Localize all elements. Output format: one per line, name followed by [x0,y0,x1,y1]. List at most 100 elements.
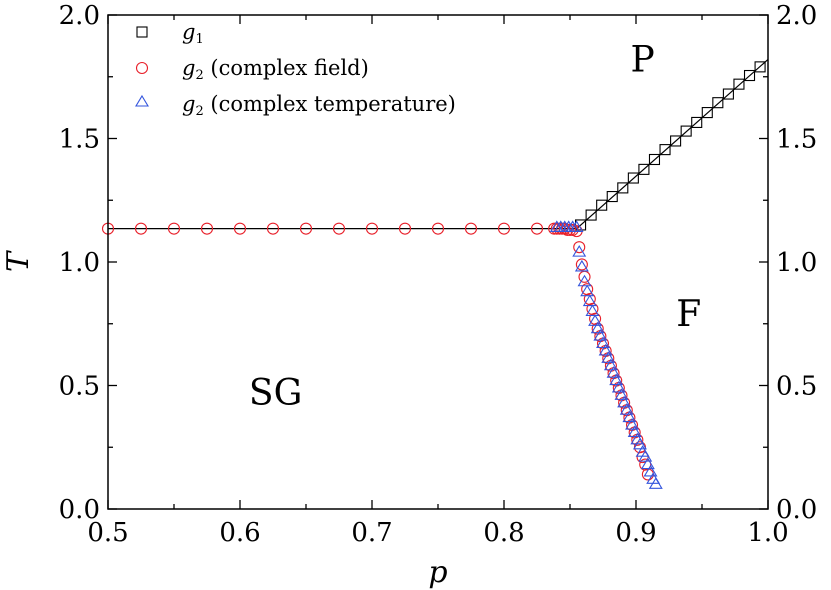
data-point-g1 [648,153,661,166]
region-label-p: P [630,39,654,80]
data-point-g2-temperature [601,351,616,363]
data-point-g2-temperature [598,343,613,356]
x-axis-title: p [428,555,447,590]
legend-g2-field-suffix: (complex field) [204,56,369,80]
y-tick-label-left: 0.0 [59,495,100,525]
data-point-g2-temperature [574,259,589,272]
x-tick-label: 0.5 [87,518,128,548]
data-point-g1 [627,172,639,184]
y-tick-label-right: 0.5 [776,372,817,402]
ticks [107,14,769,510]
data-point-g2-temperature [596,336,610,349]
legend-entry-g1: g1 [182,20,204,47]
legend-g1-sub: 1 [195,32,203,47]
data-point-g2-temperature [625,417,640,430]
data-point-g1 [670,135,682,147]
data-point-g2-field [200,222,214,235]
data-point-g1 [722,88,734,100]
data-point-g2-field [573,241,586,254]
data-point-g1 [691,116,703,128]
y-tick-label-right: 1.5 [776,125,817,155]
data-point-g2-field [398,222,412,235]
x-tick-label: 0.9 [615,518,656,548]
data-point-g2-temperature [648,477,663,489]
data-point-g1 [680,125,692,137]
data-point-g2-temperature [638,450,653,462]
data-point-g2-temperature [588,314,603,326]
data-point-g2-field [167,222,181,235]
x-tick-label: 0.8 [483,518,524,548]
data-point-g2-field [636,451,649,464]
legend-g1-main: g [182,20,195,44]
data-point-g2-field [134,222,148,235]
y-tick-label-left: 1.0 [59,248,100,278]
data-point-g1 [659,144,671,156]
data-point-g2-temperature [614,388,629,400]
data-point-g1 [606,190,618,203]
data-point-g2-field [233,222,247,235]
data-point-g2-temperature [619,403,634,415]
data-point-g2-temperature [572,245,587,257]
data-point-g2-temperature [593,329,608,341]
data-point-g2-temperature [577,274,592,287]
region-label-sg: SG [249,373,302,414]
data-point-g1 [743,69,756,82]
data-point-g1 [733,78,745,90]
legend-marker-square [136,26,148,38]
data-point-g2-temperature [603,358,618,371]
legend-g2-temp-main: g [182,92,195,116]
data-point-g1 [712,97,724,109]
data-point-g2-field [497,222,511,235]
y-tick-label-right: 0.0 [776,495,817,525]
data-point-g2-field [266,222,280,235]
data-point-g2-field [575,258,588,271]
data-point-g2-temperature [582,294,597,307]
y-tick-label-right: 2.0 [776,1,817,31]
data-point-g2-field [464,222,478,235]
data-point-g2-temperature [609,373,624,386]
data-point-g2-field [431,222,445,235]
data-point-g2-temperature [580,284,595,297]
y-tick-label-left: 2.0 [59,1,100,31]
data-point-g2-temperature [590,321,605,334]
legend-g2-field-sub: 2 [195,68,203,83]
data-point-g1 [617,182,629,194]
y-tick-label-left: 0.5 [59,372,100,402]
data-point-g2-temperature [606,366,621,378]
plot-area-frame [107,14,769,510]
data-point-g2-temperature [632,437,647,450]
legend-g2-temp-sub: 2 [195,104,203,119]
data-point-g2-field [365,222,379,235]
data-point-g2-temperature [569,220,584,232]
data-point-g2-temperature [622,410,637,423]
data-markers [101,61,766,489]
legend-marker-triangle [135,94,149,107]
data-point-g2-temperature [617,395,632,408]
data-point-g2-field [530,222,544,235]
legend-entry-g2-field: g2 (complex field) [182,56,369,83]
data-point-g2-temperature [585,304,600,316]
legend-g2-field-main: g [182,56,195,80]
data-point-g2-field [299,222,313,235]
x-tick-label: 0.7 [351,518,392,548]
data-point-g2-temperature [640,457,655,470]
y-tick-label-left: 1.5 [59,125,100,155]
x-tick-label: 1.0 [747,518,788,548]
tick-labels: 0.5 0.6 0.7 0.8 0.9 1.00.0 0.00.5 0.51.0 1.01.5 1… [59,1,818,548]
data-point-g1 [596,199,608,211]
data-point-g1 [638,163,650,175]
data-point-g1 [585,209,597,221]
legend-g2-temp-suffix: (complex temperature) [204,92,456,116]
legend-marker-circle [135,61,149,75]
data-point-g2-temperature [611,380,626,393]
region-labels: P F SG [249,39,701,413]
x-tick-label: 0.6 [219,518,260,548]
data-point-g1 [754,61,766,73]
region-label-f: F [676,294,701,335]
data-point-g2-temperature [643,464,658,477]
data-point-g1 [701,107,713,119]
y-axis-title: T [1,250,36,272]
legend: g1 g2 (complex field) g2 (complex temper… [135,20,456,119]
boundary-lines [108,59,769,230]
